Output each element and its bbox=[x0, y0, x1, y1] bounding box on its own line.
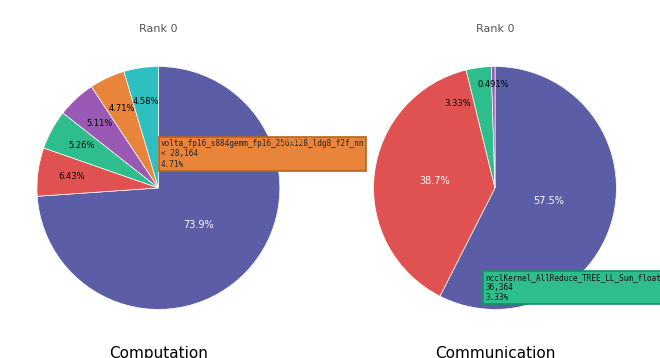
Text: 6.43%: 6.43% bbox=[59, 172, 85, 181]
Title: Rank 0: Rank 0 bbox=[476, 24, 514, 34]
Text: trace 0: trace 0 bbox=[282, 137, 312, 146]
Wedge shape bbox=[37, 148, 158, 196]
Wedge shape bbox=[466, 67, 495, 188]
Text: 0.491%: 0.491% bbox=[478, 80, 510, 89]
Wedge shape bbox=[63, 87, 158, 188]
Wedge shape bbox=[374, 70, 495, 296]
Text: 4.71%: 4.71% bbox=[108, 104, 135, 113]
Wedge shape bbox=[124, 67, 158, 188]
Text: 57.5%: 57.5% bbox=[533, 196, 564, 206]
Text: Communication
Kernels: Communication Kernels bbox=[435, 346, 555, 358]
Title: Rank 0: Rank 0 bbox=[139, 24, 178, 34]
Text: 4.58%: 4.58% bbox=[133, 97, 159, 106]
Text: ncclKernel_AllReduce_TREE_LL_Sum_float(ncclWorkEle
36,364
3.33%: ncclKernel_AllReduce_TREE_LL_Sum_float(n… bbox=[485, 273, 660, 303]
Wedge shape bbox=[37, 67, 280, 309]
Text: 38.7%: 38.7% bbox=[419, 176, 450, 186]
Text: 5.11%: 5.11% bbox=[86, 119, 112, 128]
Text: 5.26%: 5.26% bbox=[69, 141, 95, 150]
Wedge shape bbox=[440, 67, 616, 309]
Wedge shape bbox=[44, 113, 158, 188]
Text: Computation
Kernels: Computation Kernels bbox=[109, 346, 208, 358]
Text: 3.33%: 3.33% bbox=[445, 99, 471, 108]
Text: volta_fp16_s884gemm_fp16_256x128_ldg8_f2f_nn
< 28,164
4.71%: volta_fp16_s884gemm_fp16_256x128_ldg8_f2… bbox=[161, 139, 364, 169]
Wedge shape bbox=[491, 67, 495, 188]
Text: 73.9%: 73.9% bbox=[183, 220, 214, 230]
Wedge shape bbox=[92, 72, 158, 188]
